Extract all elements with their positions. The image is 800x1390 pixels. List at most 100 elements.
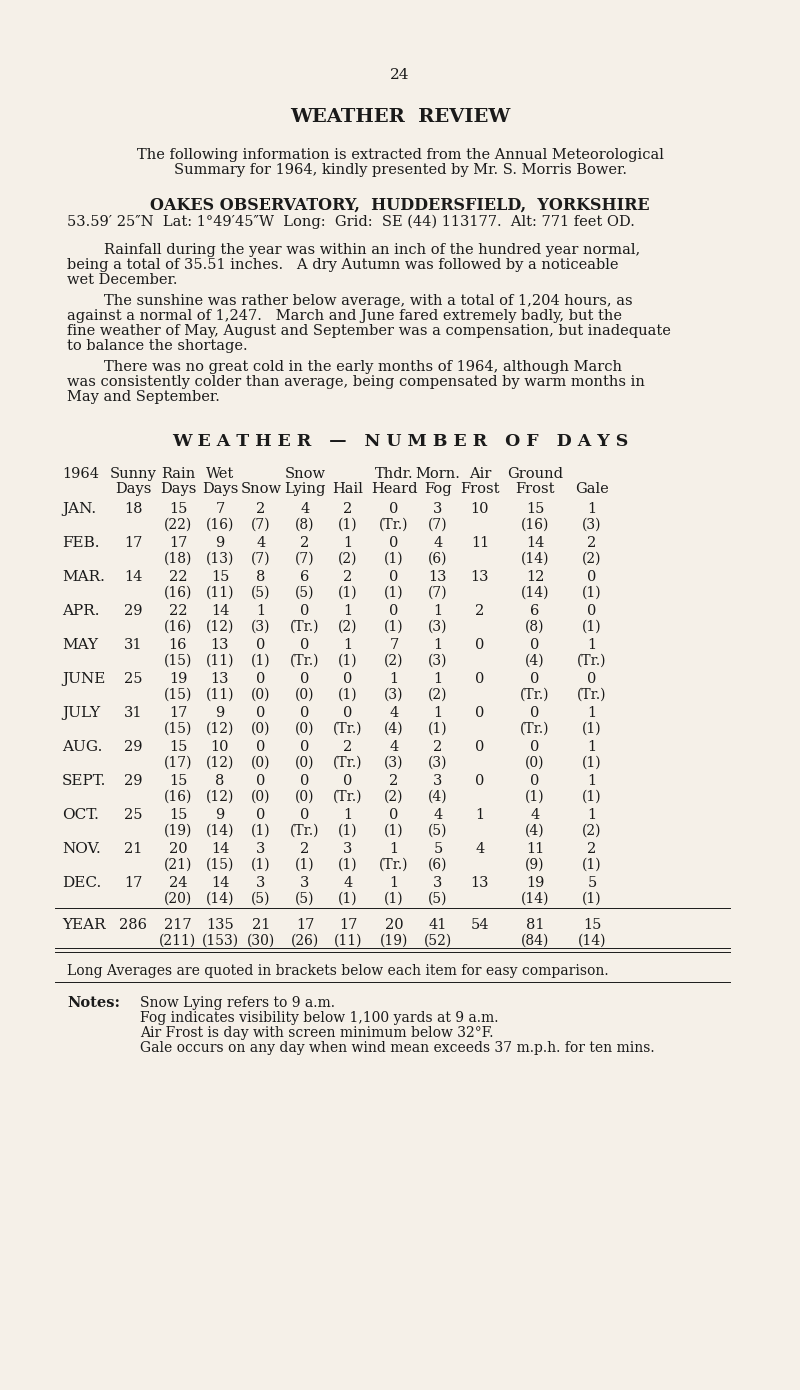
Text: (Tr.): (Tr.) [578, 655, 606, 669]
Text: fine weather of May, August and September was a compensation, but inadequate: fine weather of May, August and Septembe… [67, 324, 671, 338]
Text: (11): (11) [334, 934, 362, 948]
Text: 0: 0 [530, 706, 540, 720]
Text: Hail: Hail [333, 482, 363, 496]
Text: 25: 25 [124, 808, 142, 821]
Text: (2): (2) [338, 552, 358, 566]
Text: (11): (11) [206, 587, 234, 600]
Text: 1: 1 [390, 876, 398, 890]
Text: (1): (1) [251, 858, 271, 872]
Text: 14: 14 [211, 876, 229, 890]
Text: 3: 3 [434, 774, 442, 788]
Text: 0: 0 [475, 774, 485, 788]
Text: 3: 3 [256, 876, 266, 890]
Text: Sunny: Sunny [110, 467, 157, 481]
Text: (1): (1) [582, 892, 602, 906]
Text: 17: 17 [296, 917, 314, 933]
Text: 1: 1 [343, 638, 353, 652]
Text: 0: 0 [300, 808, 310, 821]
Text: MAR.: MAR. [62, 570, 105, 584]
Text: 0: 0 [256, 638, 266, 652]
Text: 24: 24 [390, 68, 410, 82]
Text: (11): (11) [206, 655, 234, 669]
Text: 21: 21 [252, 917, 270, 933]
Text: 6: 6 [530, 605, 540, 619]
Text: (0): (0) [251, 688, 270, 702]
Text: 0: 0 [256, 739, 266, 753]
Text: (26): (26) [291, 934, 319, 948]
Text: 17: 17 [169, 706, 187, 720]
Text: DEC.: DEC. [62, 876, 102, 890]
Text: (15): (15) [164, 655, 192, 669]
Text: Snow: Snow [285, 467, 326, 481]
Text: (8): (8) [526, 620, 545, 634]
Text: 0: 0 [390, 502, 398, 516]
Text: 1: 1 [343, 605, 353, 619]
Text: 15: 15 [169, 502, 187, 516]
Text: (2): (2) [582, 552, 602, 566]
Text: (1): (1) [428, 721, 448, 735]
Text: (1): (1) [582, 587, 602, 600]
Text: (Tr.): (Tr.) [334, 721, 362, 735]
Text: (17): (17) [164, 756, 192, 770]
Text: 16: 16 [169, 638, 187, 652]
Text: 2: 2 [300, 842, 310, 856]
Text: against a normal of 1,247.   March and June fared extremely badly, but the: against a normal of 1,247. March and Jun… [67, 309, 622, 322]
Text: (15): (15) [164, 688, 192, 702]
Text: Summary for 1964, kindly presented by Mr. S. Morris Bower.: Summary for 1964, kindly presented by Mr… [174, 163, 626, 177]
Text: (1): (1) [338, 858, 358, 872]
Text: 1: 1 [257, 605, 266, 619]
Text: (14): (14) [578, 934, 606, 948]
Text: (1): (1) [582, 790, 602, 803]
Text: 4: 4 [300, 502, 310, 516]
Text: (0): (0) [295, 721, 314, 735]
Text: Snow: Snow [241, 482, 282, 496]
Text: 53.59′ 25″N  Lat: 1°49′45″W  Long:  Grid:  SE (44) 113177.  Alt: 771 feet OD.: 53.59′ 25″N Lat: 1°49′45″W Long: Grid: S… [67, 215, 635, 229]
Text: Air: Air [469, 467, 491, 481]
Text: (0): (0) [251, 790, 270, 803]
Text: MAY: MAY [62, 638, 98, 652]
Text: 7: 7 [390, 638, 398, 652]
Text: (1): (1) [338, 655, 358, 669]
Text: 14: 14 [526, 537, 544, 550]
Text: 17: 17 [169, 537, 187, 550]
Text: Frost: Frost [515, 482, 554, 496]
Text: (1): (1) [338, 587, 358, 600]
Text: Lying: Lying [284, 482, 326, 496]
Text: (11): (11) [206, 688, 234, 702]
Text: 217: 217 [164, 917, 192, 933]
Text: 5: 5 [587, 876, 597, 890]
Text: 2: 2 [390, 774, 398, 788]
Text: (16): (16) [206, 518, 234, 532]
Text: 0: 0 [390, 808, 398, 821]
Text: (Tr.): (Tr.) [379, 518, 409, 532]
Text: 6: 6 [300, 570, 310, 584]
Text: (2): (2) [338, 620, 358, 634]
Text: (1): (1) [582, 756, 602, 770]
Text: 1: 1 [587, 808, 597, 821]
Text: 135: 135 [206, 917, 234, 933]
Text: Snow Lying refers to 9 a.m.: Snow Lying refers to 9 a.m. [140, 997, 335, 1011]
Text: 7: 7 [215, 502, 225, 516]
Text: 0: 0 [390, 605, 398, 619]
Text: APR.: APR. [62, 605, 99, 619]
Text: (4): (4) [428, 790, 448, 803]
Text: (5): (5) [295, 587, 314, 600]
Text: 0: 0 [300, 605, 310, 619]
Text: 20: 20 [385, 917, 403, 933]
Text: OCT.: OCT. [62, 808, 99, 821]
Text: 4: 4 [390, 706, 398, 720]
Text: (0): (0) [295, 688, 314, 702]
Text: 0: 0 [390, 537, 398, 550]
Text: (Tr.): (Tr.) [334, 790, 362, 803]
Text: (5): (5) [251, 892, 270, 906]
Text: (0): (0) [251, 721, 270, 735]
Text: Gale occurs on any day when wind mean exceeds 37 m.p.h. for ten mins.: Gale occurs on any day when wind mean ex… [140, 1041, 654, 1055]
Text: (6): (6) [428, 552, 448, 566]
Text: 15: 15 [211, 570, 229, 584]
Text: (8): (8) [295, 518, 314, 532]
Text: (14): (14) [521, 552, 550, 566]
Text: W E A T H E R   —   N U M B E R   O F   D A Y S: W E A T H E R — N U M B E R O F D A Y S [172, 434, 628, 450]
Text: 0: 0 [256, 671, 266, 687]
Text: Fog indicates visibility below 1,100 yards at 9 a.m.: Fog indicates visibility below 1,100 yar… [140, 1011, 498, 1024]
Text: 9: 9 [215, 808, 225, 821]
